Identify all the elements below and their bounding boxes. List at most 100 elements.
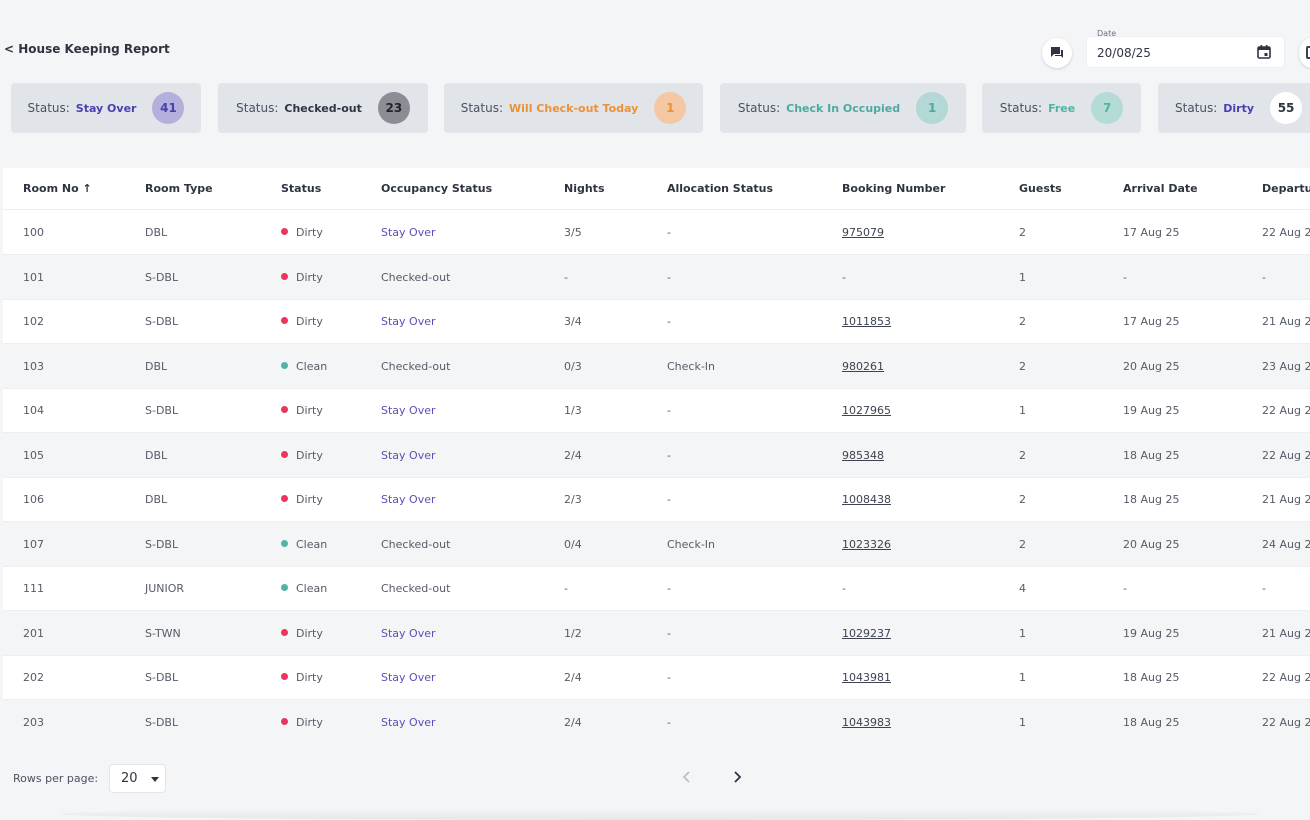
column-header-booking-number[interactable]: Booking Number <box>842 182 946 195</box>
cell-nights: 2/3 <box>564 493 582 506</box>
cell-booking-number[interactable]: 985348 <box>842 448 884 462</box>
cell-booking-number[interactable]: 1043981 <box>842 671 891 684</box>
rows-per-page-select[interactable]: 20 <box>109 764 166 793</box>
status-text: Clean <box>296 537 328 551</box>
status-card-will-check-out-today[interactable]: Status: Will Check-out Today 1 <box>444 83 703 133</box>
cell-arrival-date: 18 Aug 25 <box>1123 671 1180 684</box>
status-dot-icon <box>281 673 288 680</box>
table-row[interactable]: 102 S-DBL Dirty Stay Over 3/4 - 1011853 2 17 Aug… <box>3 299 1310 344</box>
column-header-status[interactable]: Status <box>281 182 322 195</box>
export-icon <box>1306 46 1310 59</box>
cell-allocation-status: - <box>667 715 671 729</box>
cell-nights: 1/3 <box>564 404 582 417</box>
status-card-value: Check In Occupied <box>786 101 901 115</box>
cell-booking-number[interactable]: 1043983 <box>842 715 891 729</box>
status-card-check-in-occupied[interactable]: Status: Check In Occupied 1 <box>720 83 966 133</box>
chevron-left-icon <box>682 771 690 783</box>
cell-room-type: S-DBL <box>145 270 179 284</box>
status-card-stay-over[interactable]: Status: Stay Over 41 <box>11 83 201 133</box>
table-row[interactable]: 107 S-DBL Clean Checked-out 0/4 Check-In 10233… <box>3 521 1310 567</box>
status-card-checked-out[interactable]: Status: Checked-out 23 <box>218 83 428 133</box>
cell-guests: 2 <box>1019 226 1026 239</box>
status-dot-icon <box>281 272 288 280</box>
calendar-icon[interactable] <box>1256 44 1272 60</box>
cell-nights: 2/4 <box>564 715 582 729</box>
cell-arrival-date: 20 Aug 25 <box>1123 359 1180 373</box>
column-header-room-no[interactable]: Room No ↑ <box>23 182 92 195</box>
chat-button[interactable] <box>1042 38 1072 68</box>
cell-booking-number[interactable]: 1027965 <box>842 404 891 417</box>
table-row[interactable]: 101 S-DBL Dirty Checked-out - - - 1 - - <box>3 254 1310 300</box>
status-dot-icon <box>281 406 288 413</box>
table-row[interactable]: 106 DBL Dirty Stay Over 2/3 - 1008438 2 18 Aug 2… <box>3 477 1310 522</box>
cell-room-type: DBL <box>145 359 168 373</box>
back-link[interactable]: < House Keeping Report <box>4 42 170 56</box>
table-row[interactable]: 111 JUNIOR Clean Checked-out - - - 4 - - <box>3 566 1310 611</box>
cell-booking-number[interactable]: 1029237 <box>842 626 891 640</box>
table-row[interactable]: 105 DBL Dirty Stay Over 2/4 - 985348 2 18 Aug 25… <box>3 432 1310 478</box>
status-count-badge: 7 <box>1091 92 1124 124</box>
cell-room-type: DBL <box>145 226 168 239</box>
cell-booking-number[interactable]: 1011853 <box>842 315 891 328</box>
cell-booking-number[interactable]: 980261 <box>842 359 884 373</box>
cell-occupancy-status: Checked-out <box>381 270 451 284</box>
status-text: Dirty <box>296 715 323 729</box>
cell-guests: 2 <box>1019 315 1026 328</box>
table-row[interactable]: 201 S-TWN Dirty Stay Over 1/2 - 1029237 1 19 Aug… <box>3 610 1310 656</box>
status-dot-icon <box>281 628 288 636</box>
cell-room-no: 111 <box>23 582 44 595</box>
table-row[interactable]: 202 S-DBL Dirty Stay Over 2/4 - 1043981 1 18 Aug… <box>3 655 1310 700</box>
cell-guests: 1 <box>1019 270 1026 284</box>
column-header-allocation-status[interactable]: Allocation Status <box>667 182 774 195</box>
cell-allocation-status: - <box>667 671 671 684</box>
cell-allocation-status: - <box>667 582 671 595</box>
status-card-dirty[interactable]: Status: Dirty 55 <box>1158 83 1310 133</box>
date-field[interactable]: Date <box>1086 29 1285 68</box>
next-page-button[interactable] <box>727 768 747 788</box>
cell-status: Dirty <box>281 671 323 684</box>
column-header-room-type[interactable]: Room Type <box>145 182 213 195</box>
cell-guests: 1 <box>1019 626 1026 640</box>
table-row[interactable]: 203 S-DBL Dirty Stay Over 2/4 - 1043983 1 18 Aug… <box>3 699 1310 742</box>
export-button[interactable] <box>1299 38 1310 68</box>
column-header-departure-date[interactable]: Departu <box>1262 182 1310 195</box>
status-card-free[interactable]: Status: Free 7 <box>982 83 1141 133</box>
column-header-nights[interactable]: Nights <box>564 182 605 195</box>
table-row[interactable]: 103 DBL Clean Checked-out 0/3 Check-In 980261 2… <box>3 343 1310 389</box>
status-dot-icon <box>281 450 288 458</box>
cell-room-type: S-DBL <box>145 671 179 684</box>
cell-booking-number: - <box>842 582 846 595</box>
cell-booking-number[interactable]: 1008438 <box>842 493 891 506</box>
status-count-badge: 23 <box>377 92 410 124</box>
date-input[interactable] <box>1097 46 1247 60</box>
cell-occupancy-status: Stay Over <box>381 315 436 328</box>
cell-room-type: S-DBL <box>145 404 179 417</box>
previous-page-button[interactable] <box>677 768 697 788</box>
cell-room-type: DBL <box>145 448 168 462</box>
cell-status: Dirty <box>281 271 323 284</box>
cell-nights: - <box>564 582 568 595</box>
table-row[interactable]: 104 S-DBL Dirty Stay Over 1/3 - 1027965 1 19 Aug… <box>3 388 1310 433</box>
chat-icon <box>1051 47 1063 58</box>
table-row[interactable]: 100 DBL Dirty Stay Over 3/5 - 975079 2 17 Aug 25… <box>3 210 1310 255</box>
status-text: Dirty <box>296 448 323 462</box>
cell-room-no: 202 <box>23 671 44 684</box>
cell-departure-date: - <box>1262 270 1266 284</box>
status-text: Dirty <box>296 626 323 640</box>
cell-status: Clean <box>281 538 327 551</box>
status-card-label: Status: <box>236 101 279 115</box>
column-header-arrival-date[interactable]: Arrival Date <box>1123 182 1198 195</box>
cell-booking-number: - <box>842 270 846 284</box>
cell-status: Dirty <box>281 404 323 417</box>
cell-booking-number[interactable]: 1023326 <box>842 537 891 551</box>
cell-status: Clean <box>281 360 327 373</box>
column-header-occupancy-status[interactable]: Occupancy Status <box>381 182 493 195</box>
status-card-label: Status: <box>737 101 781 115</box>
rows-per-page-value: 20 <box>121 771 138 786</box>
cell-nights: 2/4 <box>564 448 582 462</box>
cell-arrival-date: 17 Aug 25 <box>1123 315 1180 328</box>
cell-booking-number[interactable]: 975079 <box>842 226 884 239</box>
date-label: Date <box>1097 29 1117 38</box>
status-dot-icon <box>281 317 288 324</box>
column-header-guests[interactable]: Guests <box>1019 182 1062 195</box>
